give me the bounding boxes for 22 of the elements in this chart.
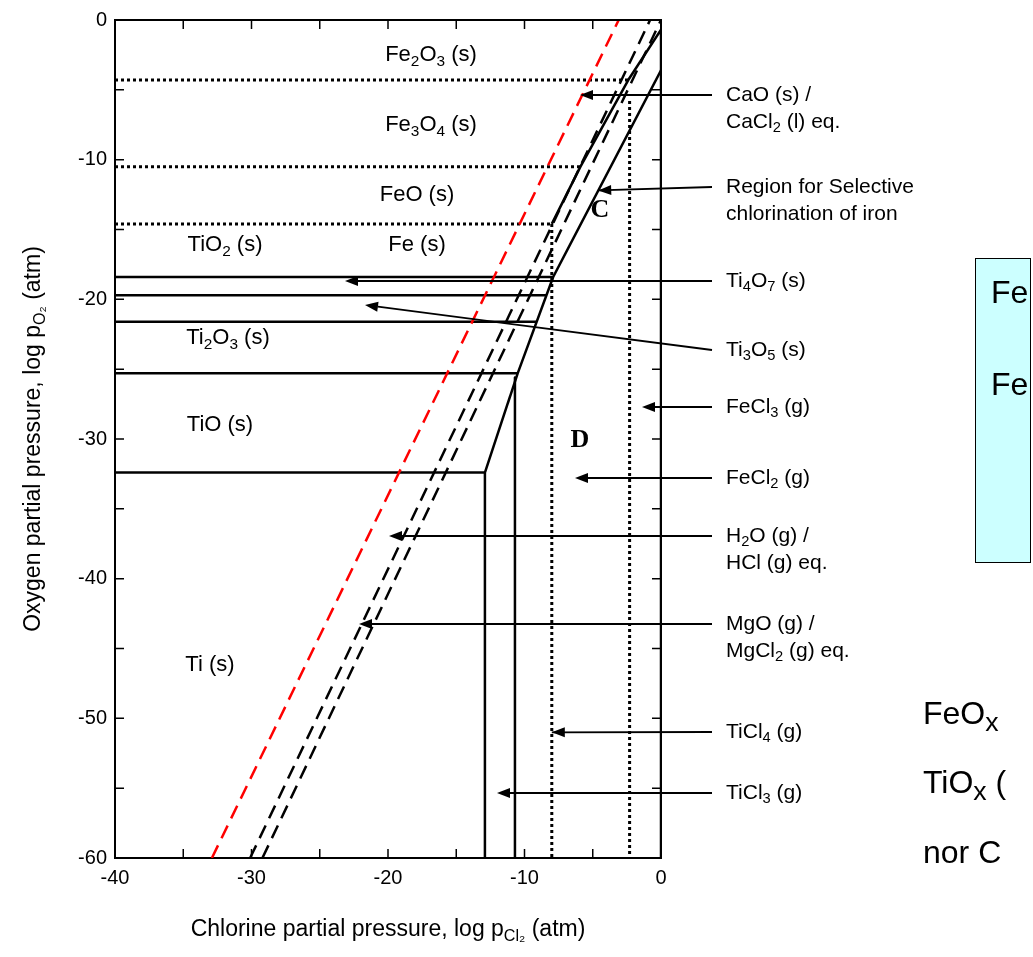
annotation: TiO (s) bbox=[186, 411, 254, 437]
annotation: Ti (s) bbox=[185, 651, 235, 677]
annotation: Region for Selective chlorination of iron bbox=[726, 173, 914, 224]
y-tick-label: -60 bbox=[78, 845, 107, 868]
x-tick-label: -40 bbox=[100, 865, 130, 888]
text: FeO$_{x}$ TiO$_{x}$ ( nor C bbox=[923, 694, 1007, 872]
y-tick-label: -30 bbox=[78, 426, 107, 449]
x-tick-label: -20 bbox=[373, 865, 403, 888]
y-tick-label: -20 bbox=[78, 286, 107, 309]
x-tick-label: -10 bbox=[510, 865, 539, 888]
annotation: D bbox=[570, 423, 590, 453]
y-tick-label: 0 bbox=[95, 7, 107, 30]
annotation: FeO (s) bbox=[379, 181, 455, 207]
annotation: C bbox=[590, 193, 610, 223]
y-tick-label: -40 bbox=[78, 566, 107, 589]
y-tick-label: -10 bbox=[78, 147, 107, 170]
x-tick-label: -30 bbox=[237, 865, 266, 888]
text: Fe Fe bbox=[991, 274, 1029, 402]
y-axis-title: Oxygen partial pressure, log pO₂ (atm) bbox=[19, 246, 49, 632]
y-tick-label: -50 bbox=[78, 705, 107, 728]
x-tick-label: 0 bbox=[655, 865, 667, 888]
annotation: Fe (s) bbox=[388, 231, 446, 257]
